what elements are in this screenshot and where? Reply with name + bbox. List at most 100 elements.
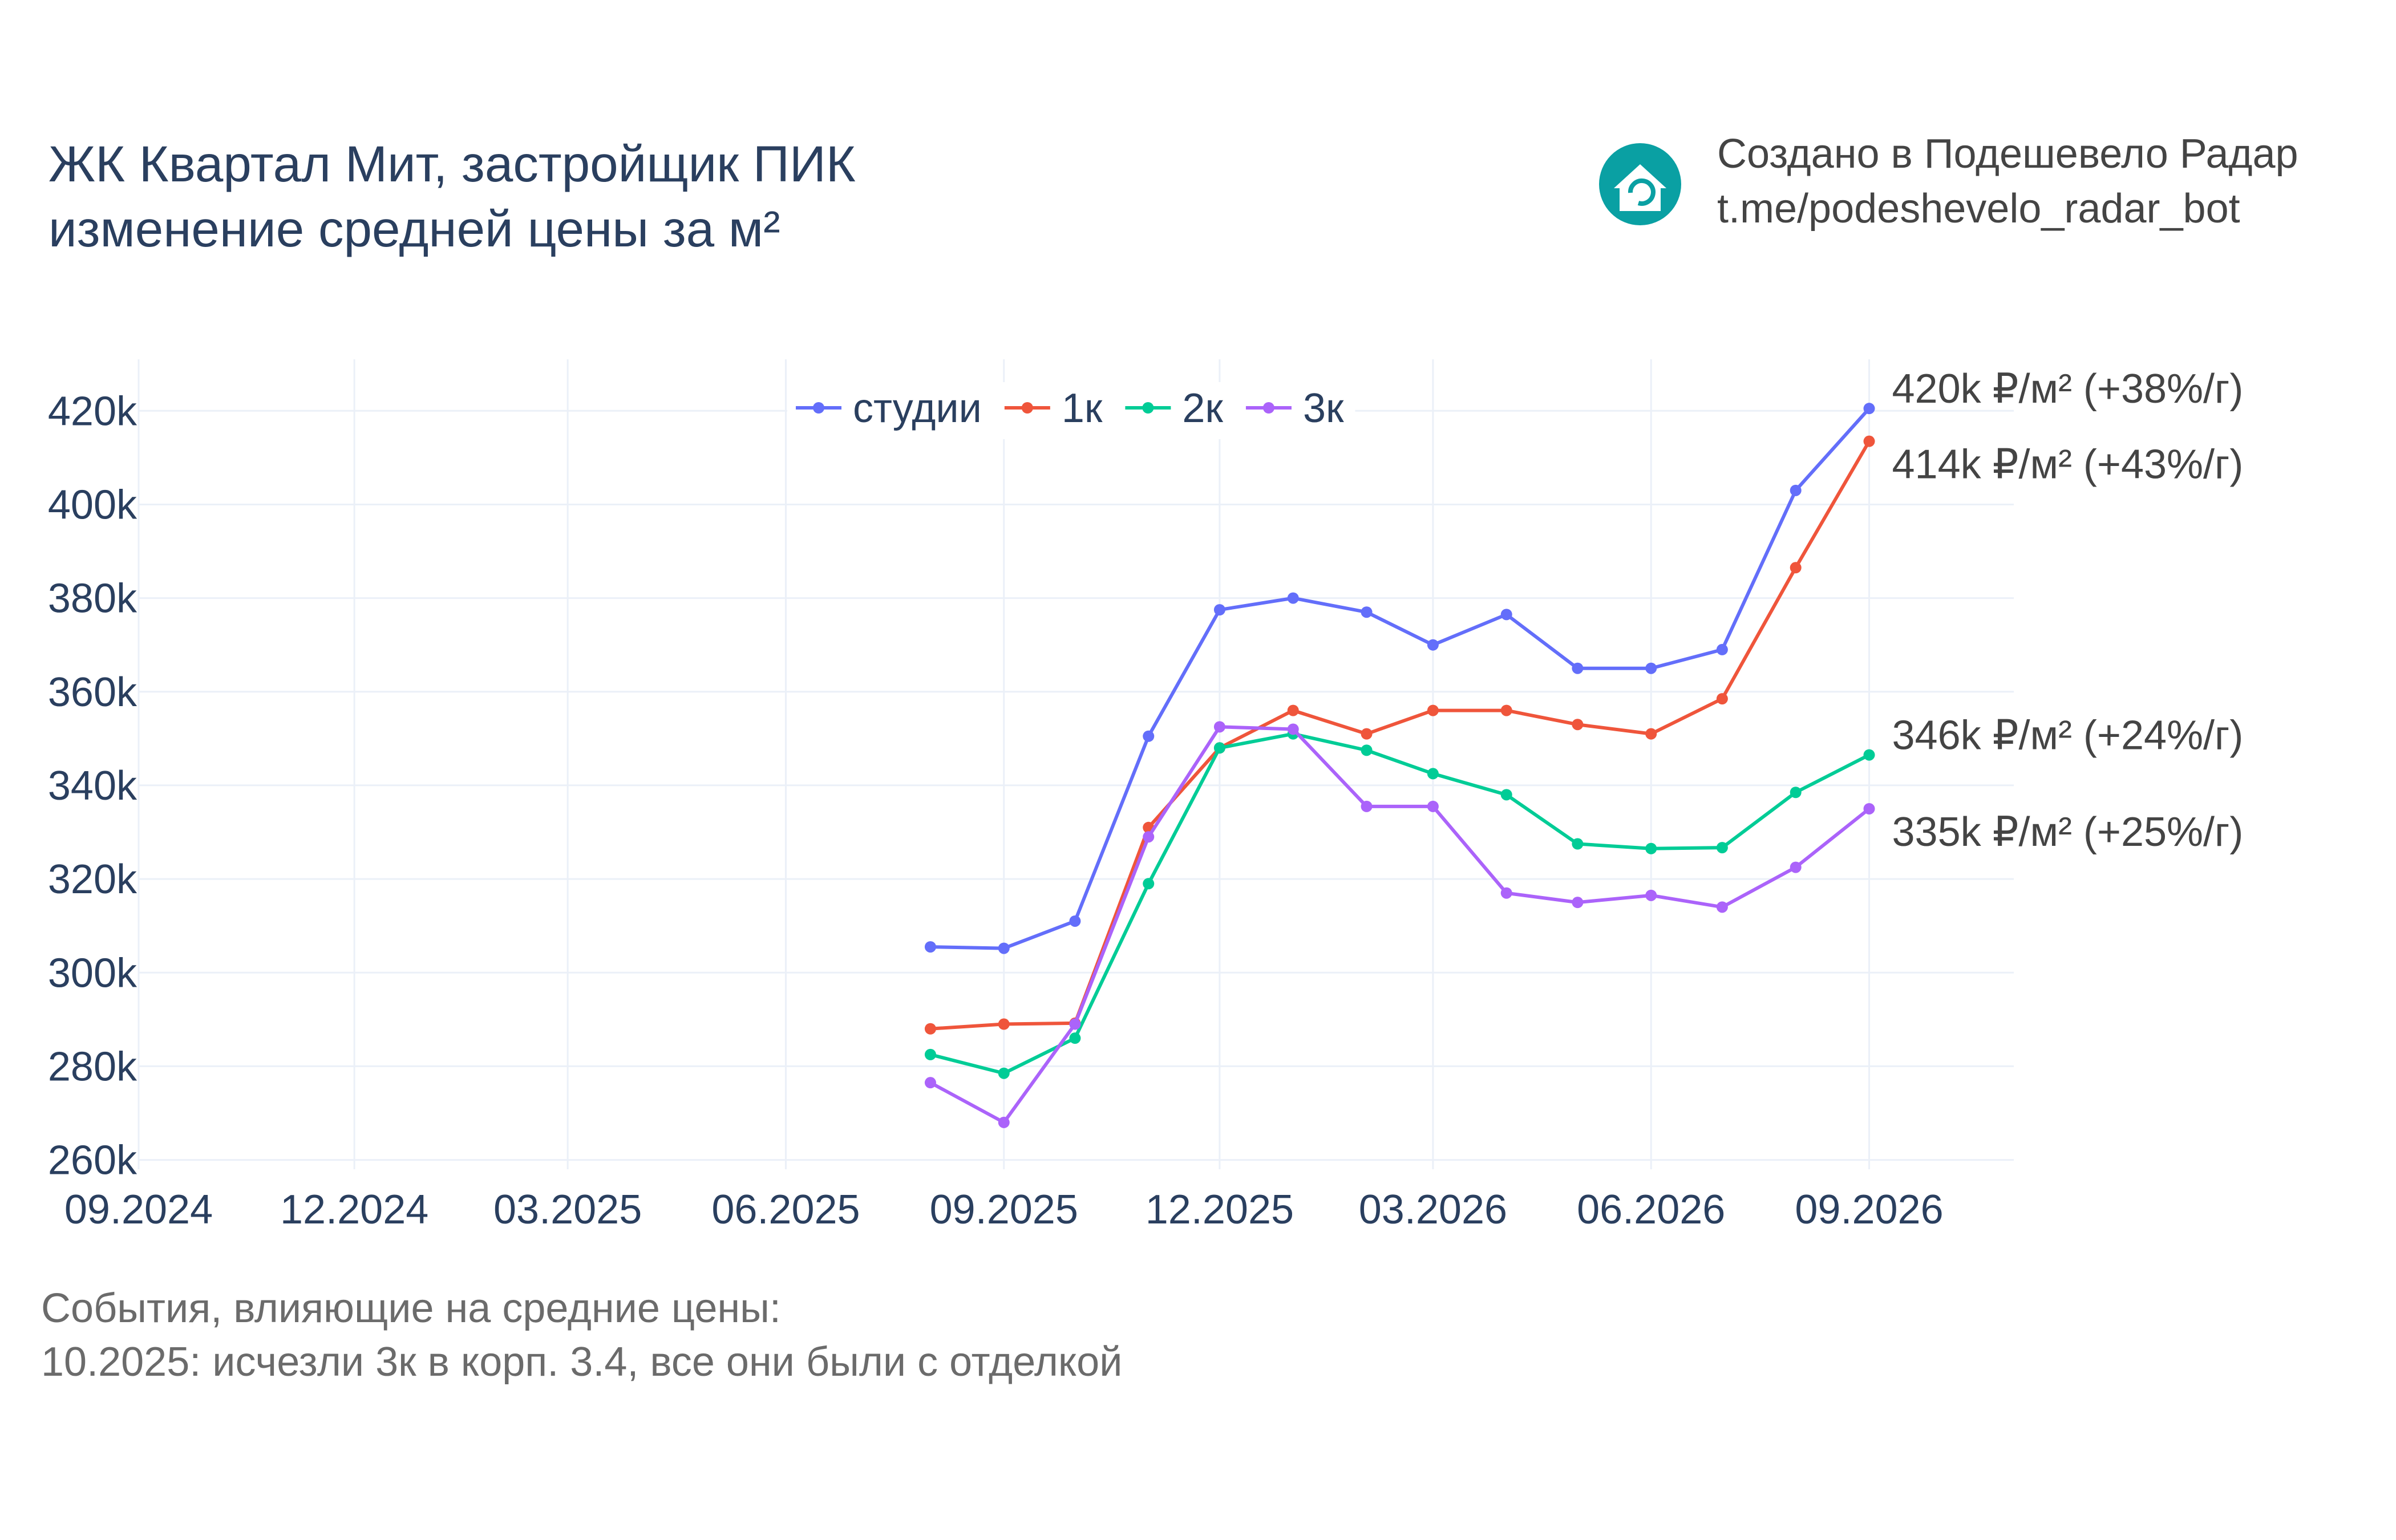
data-point[interactable] bbox=[1213, 742, 1225, 754]
series-lines bbox=[924, 403, 1875, 1128]
y-tick-label: 400k bbox=[48, 482, 137, 528]
data-point[interactable] bbox=[1287, 592, 1299, 604]
data-point[interactable] bbox=[1213, 721, 1225, 733]
series-4 bbox=[924, 721, 1875, 1128]
legend-swatch-marker bbox=[1142, 402, 1154, 414]
data-point[interactable] bbox=[1790, 787, 1802, 799]
legend-label: студии bbox=[853, 386, 982, 431]
series-end-label: 335k ₽/м² (+25%/г) bbox=[1892, 809, 2244, 855]
data-point[interactable] bbox=[1863, 803, 1875, 814]
series-2 bbox=[924, 435, 1875, 1035]
data-point[interactable] bbox=[1500, 789, 1512, 801]
x-tick-label: 09.2026 bbox=[1795, 1187, 1943, 1233]
x-tick-label: 06.2026 bbox=[1577, 1187, 1725, 1233]
event-item: 10.2025: исчезли 3к в корп. 3.4, все они… bbox=[41, 1339, 1122, 1385]
series-1 bbox=[924, 403, 1875, 954]
data-point[interactable] bbox=[1287, 704, 1299, 716]
data-point[interactable] bbox=[998, 1116, 1010, 1128]
legend-item[interactable]: студии bbox=[796, 386, 982, 431]
data-point[interactable] bbox=[1863, 403, 1875, 415]
grid-lines bbox=[137, 359, 2014, 1169]
legend-swatch-marker bbox=[1021, 402, 1033, 414]
data-point[interactable] bbox=[1572, 719, 1584, 731]
y-tick-label: 360k bbox=[48, 670, 137, 715]
data-point[interactable] bbox=[1361, 800, 1373, 812]
data-point[interactable] bbox=[1361, 606, 1373, 618]
y-tick-label: 340k bbox=[48, 763, 137, 809]
data-point[interactable] bbox=[1361, 744, 1373, 756]
data-point[interactable] bbox=[1500, 609, 1512, 621]
series-3 bbox=[924, 728, 1875, 1079]
legend-label: 2к bbox=[1182, 386, 1223, 431]
data-point[interactable] bbox=[1143, 831, 1155, 843]
legend-swatch-marker bbox=[1262, 402, 1274, 414]
data-point[interactable] bbox=[1716, 901, 1728, 913]
legend-item[interactable]: 1к bbox=[1004, 386, 1103, 431]
data-point[interactable] bbox=[1069, 915, 1081, 927]
data-point[interactable] bbox=[1427, 800, 1439, 812]
x-axis-ticks: 09.2024 12.2024 03.2025 06.2025 09.2025 12.20… bbox=[64, 1187, 1944, 1233]
y-tick-label: 420k bbox=[48, 388, 137, 434]
data-point[interactable] bbox=[1716, 842, 1728, 854]
data-point[interactable] bbox=[924, 941, 936, 953]
series-end-label: 414k ₽/м² (+43%/г) bbox=[1892, 442, 2244, 488]
data-point[interactable] bbox=[1287, 723, 1299, 735]
x-tick-label: 03.2025 bbox=[493, 1187, 642, 1233]
brand-link[interactable]: t.me/podeshevelo_radar_bot bbox=[1717, 186, 2240, 232]
data-point[interactable] bbox=[1572, 897, 1584, 909]
legend-background bbox=[787, 382, 1355, 439]
data-point[interactable] bbox=[1716, 693, 1728, 705]
data-point[interactable] bbox=[1645, 842, 1657, 854]
data-point[interactable] bbox=[1572, 662, 1584, 674]
chart-title-line1: ЖК Квартал Мит, застройщик ПИК bbox=[48, 135, 856, 192]
x-tick-label: 03.2026 bbox=[1359, 1187, 1507, 1233]
data-point[interactable] bbox=[1500, 704, 1512, 716]
data-point[interactable] bbox=[1361, 728, 1373, 740]
data-point[interactable] bbox=[1790, 562, 1802, 574]
legend-item[interactable]: 3к bbox=[1245, 386, 1344, 431]
data-point[interactable] bbox=[1213, 604, 1225, 616]
data-point[interactable] bbox=[924, 1048, 936, 1060]
data-point[interactable] bbox=[1716, 643, 1728, 655]
data-point[interactable] bbox=[1427, 704, 1439, 716]
data-point[interactable] bbox=[998, 1018, 1010, 1030]
data-point[interactable] bbox=[1572, 838, 1584, 850]
brand-name: Создано в Подешевело Радар bbox=[1717, 131, 2298, 177]
brand-icon bbox=[1599, 143, 1681, 225]
data-point[interactable] bbox=[1069, 1018, 1081, 1030]
chart-title-line2: изменение средней цены за м² bbox=[48, 200, 780, 257]
data-point[interactable] bbox=[1143, 878, 1155, 890]
data-point[interactable] bbox=[1427, 639, 1439, 651]
y-axis-ticks: 260k 280k 300k 320k 340k 360k 380k 400k 420k bbox=[48, 388, 137, 1183]
data-point[interactable] bbox=[998, 942, 1010, 954]
data-point[interactable] bbox=[1863, 749, 1875, 761]
data-point[interactable] bbox=[1790, 861, 1802, 873]
data-point[interactable] bbox=[1645, 728, 1657, 740]
legend-label: 3к bbox=[1303, 386, 1344, 431]
events-heading: События, влияющие на средние цены: bbox=[41, 1286, 781, 1331]
data-point[interactable] bbox=[1645, 662, 1657, 674]
data-point[interactable] bbox=[1500, 887, 1512, 899]
y-tick-label: 280k bbox=[48, 1044, 137, 1089]
legend-label: 1к bbox=[1062, 386, 1103, 431]
data-point[interactable] bbox=[1863, 435, 1875, 447]
data-point[interactable] bbox=[1427, 768, 1439, 780]
end-labels: 420k ₽/м² (+38%/г) 414k ₽/м² (+43%/г) 346k… bbox=[1892, 366, 2244, 855]
series-end-label: 420k ₽/м² (+38%/г) bbox=[1892, 366, 2244, 412]
legend-item[interactable]: 2к bbox=[1125, 386, 1223, 431]
data-point[interactable] bbox=[1143, 730, 1155, 742]
data-point[interactable] bbox=[924, 1077, 936, 1089]
x-tick-label: 12.2025 bbox=[1146, 1187, 1294, 1233]
y-tick-label: 320k bbox=[48, 857, 137, 902]
x-tick-label: 06.2025 bbox=[711, 1187, 860, 1233]
legend[interactable]: студии 1к 2к 3к bbox=[787, 382, 1355, 439]
series-line bbox=[930, 732, 1870, 1075]
data-point[interactable] bbox=[924, 1023, 936, 1035]
data-point[interactable] bbox=[1645, 889, 1657, 901]
series-line bbox=[929, 725, 1871, 1124]
data-point[interactable] bbox=[1069, 1032, 1081, 1044]
data-point[interactable] bbox=[998, 1067, 1010, 1079]
data-point[interactable] bbox=[1790, 484, 1802, 496]
series-line bbox=[930, 440, 1871, 1031]
